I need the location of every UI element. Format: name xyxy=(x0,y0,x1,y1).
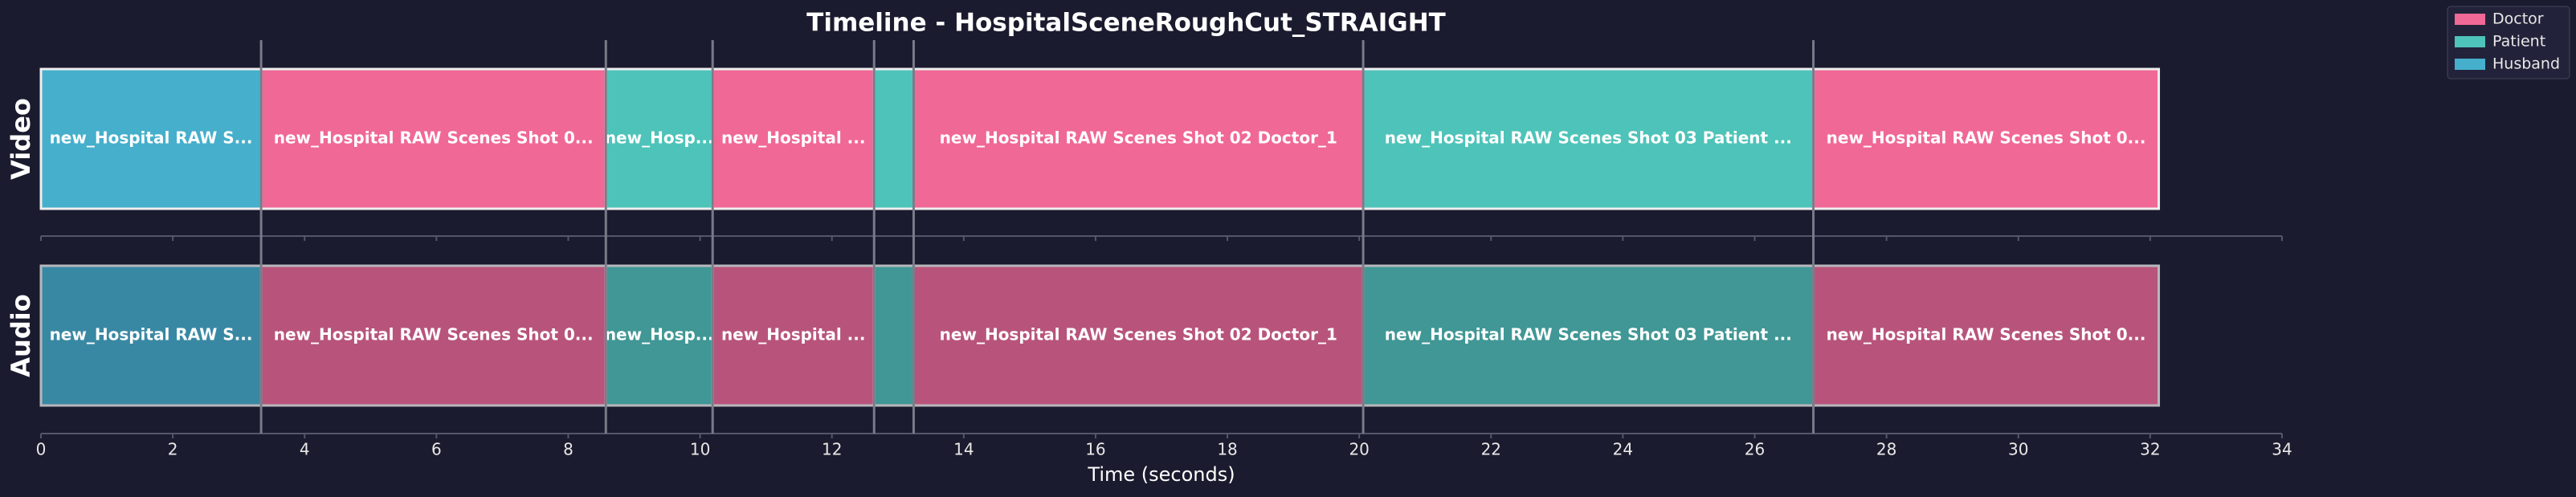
clip xyxy=(711,264,876,407)
clip-label: new_Hosp... xyxy=(605,325,714,344)
x-tick-label: 28 xyxy=(1876,440,1896,459)
x-tick-label: 0 xyxy=(36,440,47,459)
clip xyxy=(39,264,263,407)
track-label: Video xyxy=(6,98,36,180)
x-tick-label: 14 xyxy=(953,440,974,459)
clip-label: new_Hospital ... xyxy=(721,325,866,344)
clip xyxy=(711,67,876,210)
x-tick-label: 16 xyxy=(1085,440,1105,459)
clip-label: new_Hospital RAW S... xyxy=(50,128,253,148)
legend-label: Patient xyxy=(2492,33,2545,51)
x-tick-label: 2 xyxy=(168,440,178,459)
clip-label: new_Hosp... xyxy=(605,128,714,148)
clip xyxy=(604,264,714,407)
x-tick-label: 10 xyxy=(690,440,710,459)
x-tick-label: 26 xyxy=(1745,440,1765,459)
clip-label: new_Hospital RAW Scenes Shot 03 Patient … xyxy=(1385,128,1792,148)
clip-label: new_Hospital RAW S... xyxy=(50,325,253,344)
legend-swatch xyxy=(2455,59,2485,70)
legend: Doctor Patient Husband xyxy=(2447,6,2570,79)
clip xyxy=(912,67,1365,210)
clip-label: new_Hospital RAW Scenes Shot 0... xyxy=(1827,128,2146,148)
x-tick-label: 4 xyxy=(300,440,310,459)
legend-label: Husband xyxy=(2492,55,2560,73)
clip xyxy=(604,67,714,210)
clip xyxy=(912,264,1365,407)
x-tick-label: 20 xyxy=(1349,440,1369,459)
clip xyxy=(259,67,607,210)
x-tick-label: 6 xyxy=(431,440,442,459)
clip-label: new_Hospital RAW Scenes Shot 02 Doctor_1 xyxy=(940,325,1337,344)
x-axis-label: Time (seconds) xyxy=(1087,463,1235,486)
clip xyxy=(872,264,915,407)
clip-label: new_Hospital RAW Scenes Shot 0... xyxy=(274,128,594,148)
x-tick-label: 24 xyxy=(1613,440,1633,459)
clip xyxy=(872,67,915,210)
clip xyxy=(39,67,263,210)
x-tick-label: 30 xyxy=(2008,440,2028,459)
legend-swatch xyxy=(2455,14,2485,25)
x-tick-label: 18 xyxy=(1217,440,1237,459)
x-tick-label: 32 xyxy=(2140,440,2160,459)
clip xyxy=(259,264,607,407)
x-tick-label: 12 xyxy=(822,440,842,459)
track-label: Audio xyxy=(6,294,36,377)
legend-swatch xyxy=(2455,36,2485,47)
clip xyxy=(1812,264,2161,407)
chart-title: Timeline - HospitalSceneRoughCut_STRAIGH… xyxy=(806,9,1446,38)
clip xyxy=(1812,67,2161,210)
legend-label: Doctor xyxy=(2492,10,2544,28)
clip-label: new_Hospital RAW Scenes Shot 02 Doctor_1 xyxy=(940,128,1337,148)
clip xyxy=(1361,67,1815,210)
clip-label: new_Hospital ... xyxy=(721,128,866,148)
clip-label: new_Hospital RAW Scenes Shot 0... xyxy=(274,325,594,344)
clip-label: new_Hospital RAW Scenes Shot 03 Patient … xyxy=(1385,325,1792,344)
x-tick-label: 22 xyxy=(1481,440,1501,459)
x-tick-label: 8 xyxy=(563,440,574,459)
clip-label: new_Hospital RAW Scenes Shot 0... xyxy=(1827,325,2146,344)
x-tick-label: 34 xyxy=(2272,440,2292,459)
